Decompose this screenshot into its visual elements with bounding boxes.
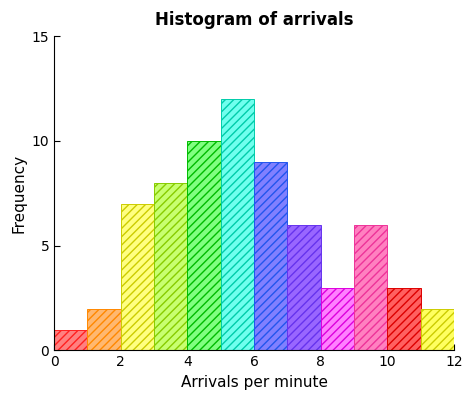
- Bar: [54, 330, 88, 350]
- Title: Histogram of arrivals: Histogram of arrivals: [155, 11, 353, 29]
- Bar: [154, 183, 187, 350]
- Bar: [221, 99, 254, 350]
- Bar: [421, 309, 454, 350]
- Bar: [88, 309, 121, 350]
- Bar: [187, 141, 221, 350]
- X-axis label: Arrivals per minute: Arrivals per minute: [181, 375, 328, 390]
- Bar: [287, 225, 321, 350]
- Y-axis label: Frequency: Frequency: [11, 154, 26, 233]
- Bar: [321, 288, 354, 350]
- Bar: [254, 162, 287, 350]
- Bar: [387, 288, 421, 350]
- Bar: [121, 204, 154, 350]
- Bar: [354, 225, 387, 350]
